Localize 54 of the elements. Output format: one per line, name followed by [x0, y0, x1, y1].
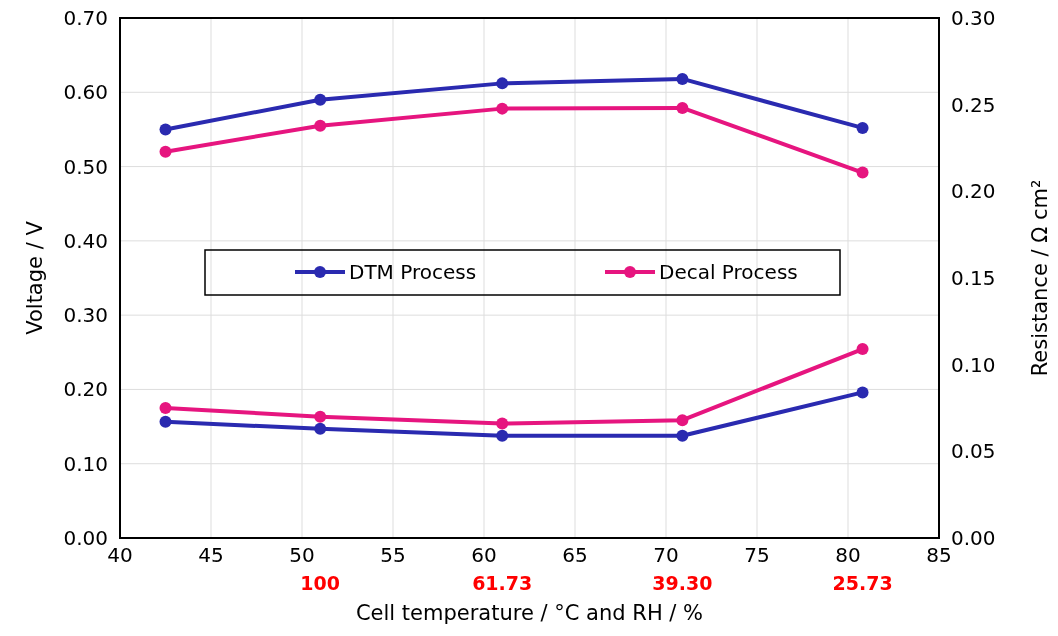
y2-tick-label: 0.25 [951, 92, 996, 117]
x-tick-label: 55 [380, 543, 406, 567]
y-tick-label: 0.50 [63, 154, 108, 179]
x-tick-label: 50 [289, 543, 315, 567]
text: 25.73 [832, 572, 893, 594]
point [159, 123, 172, 136]
point [314, 119, 327, 132]
y-tick-label: 0.70 [63, 6, 108, 30]
point [496, 102, 509, 115]
y2-tick-label: 0.30 [951, 6, 996, 30]
point [856, 386, 869, 399]
y2-tick-label: 0.15 [951, 266, 996, 290]
text: 100 [300, 572, 341, 594]
y-tick-label: 0.00 [63, 526, 108, 550]
y2-tick-label: 0.00 [951, 526, 996, 550]
y-axis-title: Voltage / V [23, 220, 47, 335]
x-tick-label: 85 [926, 543, 952, 567]
x-tick-label: 40 [107, 543, 133, 567]
point [676, 101, 689, 114]
y-tick-label: 0.20 [63, 377, 108, 402]
point [856, 343, 869, 356]
point [856, 121, 869, 134]
legend-label: Decal Process [659, 260, 798, 284]
y-tick-label: 0.40 [63, 228, 108, 253]
point [159, 415, 172, 428]
x-tick-label: 45 [198, 543, 224, 567]
point [314, 422, 327, 435]
point [496, 429, 509, 442]
y2-tick-label: 0.10 [951, 352, 996, 377]
point [496, 77, 509, 90]
text: 39.30 [652, 572, 713, 594]
x-tick-label: 60 [471, 543, 497, 567]
y-tick-label: 0.30 [63, 303, 108, 328]
point [314, 93, 327, 106]
point [676, 414, 689, 427]
y-tick-label: 0.10 [63, 451, 108, 476]
x-tick-label: 75 [744, 543, 770, 567]
point [676, 72, 689, 85]
legend-label: DTM Process [349, 260, 477, 284]
y2-tick-label: 0.20 [951, 179, 996, 204]
x-tick-label: 65 [562, 543, 588, 567]
x-axis-title: Cell temperature / °C and RH / % [355, 601, 704, 625]
x-tick-label: 70 [653, 543, 679, 567]
point [314, 410, 327, 423]
x-tick-label: 80 [835, 543, 861, 567]
point [856, 166, 869, 179]
point [159, 145, 172, 158]
y2-axis-title: Resistance / Ω cm² [1028, 179, 1052, 377]
y2-tick-label: 0.05 [951, 439, 996, 464]
text: 61.73 [472, 572, 533, 594]
point [159, 402, 172, 414]
point [676, 429, 689, 442]
y-tick-label: 0.60 [63, 80, 108, 105]
point [496, 417, 509, 430]
